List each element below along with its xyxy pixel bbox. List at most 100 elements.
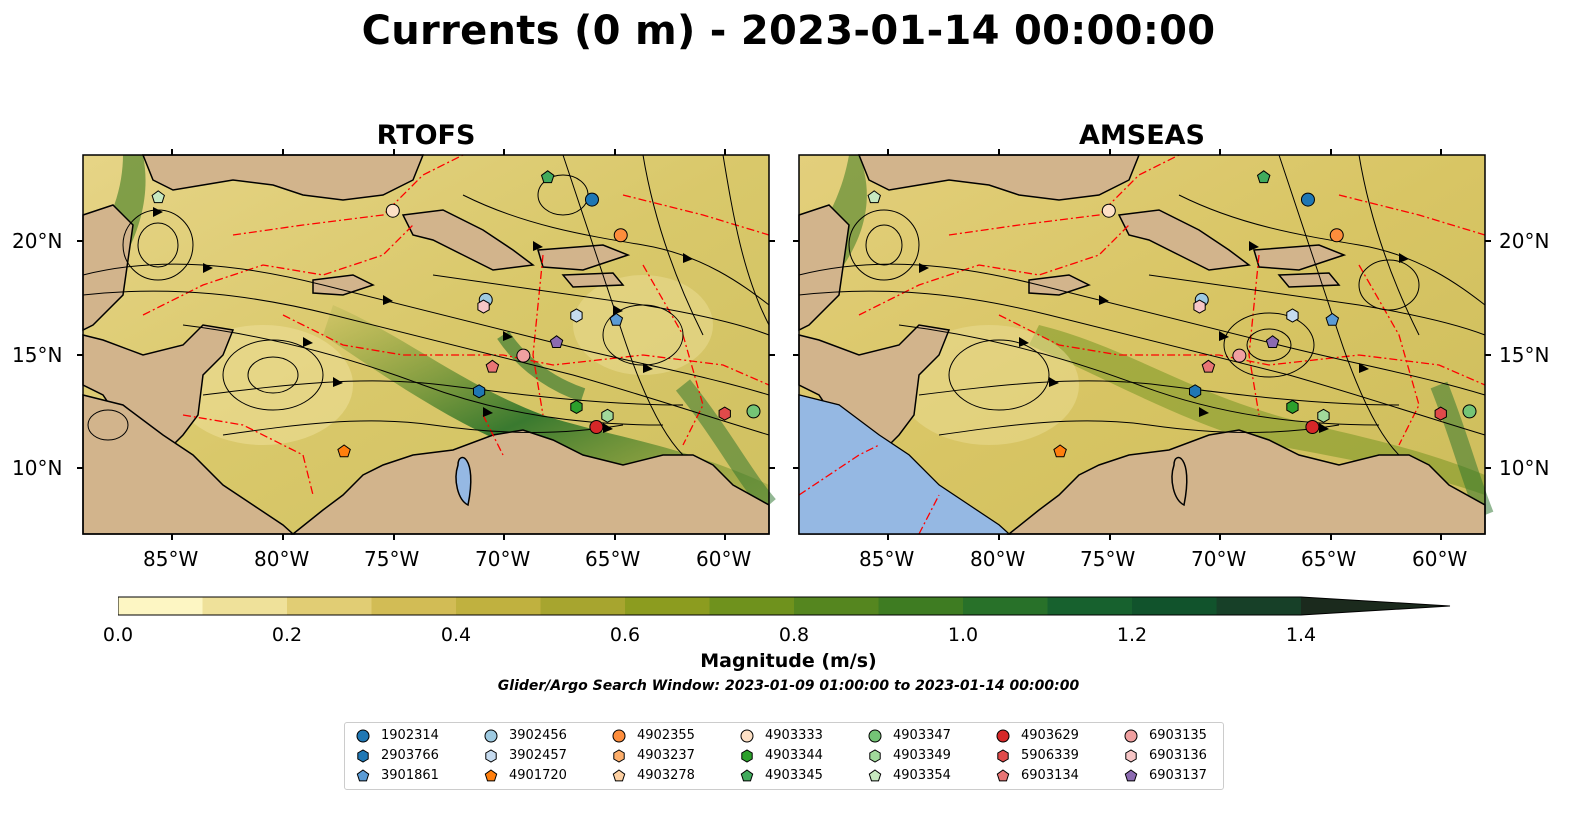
glider-argo-markers xyxy=(867,170,1477,458)
colorbar-label: Magnitude (m/s) xyxy=(700,650,877,672)
float-marker-2903766[interactable] xyxy=(473,384,486,399)
float-marker-4903344[interactable] xyxy=(1286,399,1299,414)
float-marker-4903349[interactable] xyxy=(1317,408,1330,423)
legend-label: 4903347 xyxy=(893,728,951,743)
legend-marker-icon xyxy=(740,729,754,743)
axis-ticks xyxy=(77,149,775,540)
legend-marker-icon xyxy=(741,749,753,763)
lon-label-80w: 80°W xyxy=(254,547,310,571)
float-marker-6903136[interactable] xyxy=(477,299,490,314)
float-marker-4903345[interactable] xyxy=(540,170,555,184)
float-marker-6903135[interactable] xyxy=(1232,348,1247,363)
colorbar-tick-2: 0.4 xyxy=(440,624,472,646)
legend-marker-icon xyxy=(997,749,1009,763)
map-amseas[interactable] xyxy=(793,149,1494,540)
legend-marker-icon xyxy=(612,729,626,743)
lon-label-70w-right: 70°W xyxy=(1191,547,1247,571)
float-marker-6903137[interactable] xyxy=(1265,335,1280,348)
lat-label-20n-right: 20°N xyxy=(1499,229,1550,253)
legend-label: 4903345 xyxy=(765,768,823,783)
colorbar-tick-7: 1.4 xyxy=(1285,624,1317,646)
legend-label: 6903137 xyxy=(1149,768,1207,783)
lon-label-70w: 70°W xyxy=(475,547,531,571)
lat-label-10n: 10°N xyxy=(12,456,63,480)
legend-label: 5906339 xyxy=(1021,748,1079,763)
colorbar-segment xyxy=(625,597,710,615)
float-marker-4903333[interactable] xyxy=(1101,203,1116,218)
panel-title-amseas: AMSEAS xyxy=(1079,120,1205,151)
legend-marker-icon xyxy=(996,769,1010,782)
colorbar-segment xyxy=(456,597,541,615)
float-marker-4903629[interactable] xyxy=(1305,419,1320,434)
float-marker-3901861[interactable] xyxy=(609,312,624,326)
float-marker-4903333[interactable] xyxy=(385,203,400,218)
colorbar-segment xyxy=(1132,597,1217,615)
float-marker-5906339[interactable] xyxy=(718,406,731,421)
float-marker-6903134[interactable] xyxy=(1201,359,1216,373)
colorbar-frame xyxy=(118,596,1451,616)
legend-marker-icon xyxy=(868,729,882,743)
legend-label: 4903349 xyxy=(893,748,951,763)
legend-marker-icon xyxy=(740,769,754,782)
float-marker-4901720[interactable] xyxy=(1053,444,1067,458)
float-marker-6903137[interactable] xyxy=(549,335,564,348)
lon-label-75w-right: 75°W xyxy=(1080,547,1136,571)
legend-marker-icon xyxy=(1124,729,1138,743)
float-marker-4903629[interactable] xyxy=(589,419,604,434)
float-marker-4903354[interactable] xyxy=(867,190,881,204)
legend-marker-icon xyxy=(357,749,369,763)
float-marker-3902457[interactable] xyxy=(570,308,583,323)
legend-label: 3902457 xyxy=(509,748,567,763)
colorbar-tick-6: 1.2 xyxy=(1116,624,1148,646)
float-marker-4903347[interactable] xyxy=(1462,404,1477,419)
float-marker-4903349[interactable] xyxy=(601,408,614,423)
colorbar xyxy=(118,596,1451,616)
float-marker-5906339[interactable] xyxy=(1434,406,1447,421)
float-marker-6903135[interactable] xyxy=(516,348,531,363)
float-marker-4903347[interactable] xyxy=(746,404,761,419)
float-marker-4902355[interactable] xyxy=(1329,228,1344,243)
colorbar-tick-3: 0.6 xyxy=(609,624,641,646)
map-frame xyxy=(798,154,1486,535)
streamlines xyxy=(82,154,770,456)
float-marker-2903766[interactable] xyxy=(1189,384,1202,399)
colorbar-segment xyxy=(709,597,795,615)
float-marker-4902355[interactable] xyxy=(613,228,628,243)
lon-label-60w: 60°W xyxy=(696,547,752,571)
colorbar-segment xyxy=(963,597,1048,615)
float-marker-6903136[interactable] xyxy=(1193,299,1206,314)
float-marker-4903345[interactable] xyxy=(1256,170,1271,184)
float-marker-6903134[interactable] xyxy=(485,359,500,373)
float-marker-4903344[interactable] xyxy=(570,399,583,414)
float-marker-1902314[interactable] xyxy=(1300,192,1315,207)
colorbar-tick-1: 0.2 xyxy=(271,624,303,646)
legend: 1902314 2903766 3901861 3902456 3902457 49017… xyxy=(344,722,1224,790)
eez-boundaries xyxy=(142,154,770,496)
legend-marker-icon xyxy=(996,729,1010,743)
lat-label-15n: 15°N xyxy=(12,343,63,367)
float-marker-1902314[interactable] xyxy=(584,192,599,207)
colorbar-tick-0: 0.0 xyxy=(102,624,134,646)
legend-marker-icon xyxy=(356,769,370,782)
eez-boundaries xyxy=(798,154,1486,535)
lon-label-75w: 75°W xyxy=(364,547,420,571)
float-marker-3901861[interactable] xyxy=(1325,312,1340,326)
colorbar-segment xyxy=(118,597,203,615)
float-marker-3902457[interactable] xyxy=(1286,308,1299,323)
map-rtofs[interactable] xyxy=(77,149,776,540)
colorbar-tick-4: 0.8 xyxy=(778,624,810,646)
lon-label-65w-right: 65°W xyxy=(1301,547,1357,571)
legend-label: 6903135 xyxy=(1149,728,1207,743)
lon-label-85w-right: 85°W xyxy=(859,547,915,571)
legend-label: 3902456 xyxy=(509,728,567,743)
legend-label: 4903237 xyxy=(637,748,695,763)
legend-label: 6903134 xyxy=(1021,768,1079,783)
colorbar-segment xyxy=(540,597,626,615)
legend-marker-icon xyxy=(1125,749,1137,763)
legend-marker-icon xyxy=(613,749,625,763)
float-marker-4903354[interactable] xyxy=(151,190,165,204)
colorbar-segment xyxy=(371,597,457,615)
streamlines xyxy=(798,154,1486,456)
legend-label: 3901861 xyxy=(381,768,439,783)
float-marker-4901720[interactable] xyxy=(337,444,351,458)
